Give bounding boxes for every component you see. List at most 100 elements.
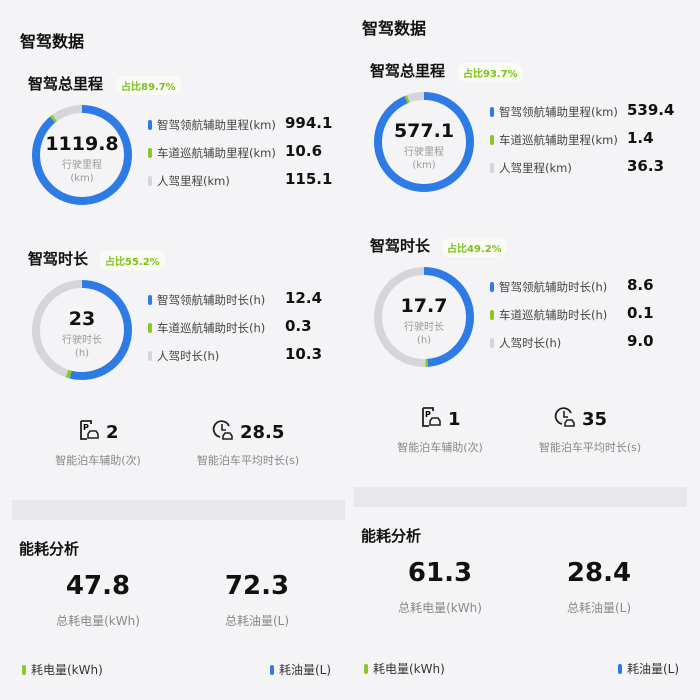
duration-center-unit: (h) (74, 348, 90, 359)
dashboard-panel-1: 智驾数据智驾总里程 占比89.7% 1119.8 行驶里程 (km) 智驾领航辅助… (12, 32, 345, 678)
mileage-legend-item: 智驾领航辅助里程(km) (490, 104, 618, 120)
svg-text:P: P (83, 423, 89, 432)
legend-label: 人驾里程(km) (499, 161, 572, 175)
gray-legend-marker-icon (490, 163, 494, 173)
duration-share-badge: 占比55.2% (100, 251, 165, 270)
mileage-legend-value: 539.4 (627, 101, 675, 119)
mileage-title: 智驾总里程 (370, 62, 446, 80)
duration-donut-ring (32, 280, 132, 380)
duration-legend-item: 智驾领航辅助时长(h) (490, 279, 607, 295)
energy-title: 能耗分析 (19, 540, 80, 558)
electric-total-label: 总耗电量(kWh) (398, 601, 482, 615)
duration-total-value: 17.7 (400, 295, 448, 317)
legend-label: 车道巡航辅助时长(h) (157, 321, 266, 335)
mileage-title: 智驾总里程 (28, 75, 104, 93)
mileage-share-badge: 占比93.7% (458, 63, 523, 82)
duration-legend-value: 10.3 (285, 345, 323, 363)
mileage-share-badge: 占比89.7% (116, 76, 181, 95)
svg-text:P: P (425, 410, 431, 419)
parking-avg-value: 28.5 (240, 422, 285, 443)
parking-count-value: 2 (106, 422, 119, 443)
green-legend-marker-icon (364, 663, 368, 674)
duration-legend-item: 车道巡航辅助时长(h) (490, 307, 607, 323)
mileage-center-label: 行驶里程 (62, 160, 102, 171)
fuel-total-value: 72.3 (224, 571, 290, 601)
legend-label: 智驾领航辅助时长(h) (157, 293, 266, 307)
electric-total-value: 47.8 (65, 571, 131, 601)
panel-title: 智驾数据 (362, 19, 427, 38)
legend-label: 智驾领航辅助时长(h) (499, 280, 608, 294)
duration-legend-value: 8.6 (627, 276, 654, 294)
blue-legend-marker-icon (618, 663, 622, 674)
legend-label: 耗电量(kWh) (31, 663, 103, 677)
mileage-legend-value: 10.6 (285, 142, 323, 160)
mileage-total-value: 577.1 (393, 120, 455, 142)
legend-label: 智驾领航辅助里程(km) (499, 105, 618, 119)
mileage-total-value: 1119.8 (45, 133, 119, 155)
mileage-donut-ring (374, 92, 474, 192)
green-legend-marker-icon (148, 148, 152, 158)
gray-legend-marker-icon (148, 351, 152, 361)
legend-label: 车道巡航辅助里程(km) (157, 146, 276, 160)
green-legend-marker-icon (148, 323, 152, 333)
ring-segment-gray (32, 105, 132, 205)
parking-avg-label: 智能泊车平均时长(s) (538, 441, 642, 454)
panel-title: 智驾数据 (20, 32, 85, 51)
parking-avg-value: 35 (582, 409, 608, 430)
parking-assist-icon: P (420, 406, 442, 433)
ring-segment-gray (374, 92, 474, 192)
blue-legend-marker-icon (148, 295, 152, 305)
green-legend-marker-icon (22, 664, 26, 675)
clock-parking-icon (554, 406, 576, 433)
duration-legend-value: 12.4 (285, 289, 323, 307)
blue-legend-marker-icon (490, 282, 494, 292)
duration-center-label: 行驶时长 (404, 322, 444, 333)
mileage-legend-item: 车道巡航辅助里程(km) (490, 132, 618, 148)
duration-total-value: 23 (68, 308, 96, 330)
duration-legend-value: 0.1 (627, 304, 654, 322)
gray-legend-marker-icon (490, 338, 494, 348)
ring-segment-gray (32, 280, 132, 380)
duration-legend-item: 人驾时长(h) (148, 348, 219, 364)
green-legend-marker-icon (490, 310, 494, 320)
parking-count-label: 智能泊车辅助(次) (397, 441, 483, 454)
electric-legend: 耗电量(kWh) (364, 660, 445, 677)
ring-segment-blue (374, 92, 474, 192)
legend-label: 人驾时长(h) (157, 349, 220, 363)
duration-center-label: 行驶时长 (62, 335, 102, 346)
duration-title: 智驾时长 (28, 250, 89, 268)
gray-legend-marker-icon (148, 176, 152, 186)
legend-label: 智驾领航辅助里程(km) (157, 118, 276, 132)
parking-avg-label: 智能泊车平均时长(s) (196, 454, 300, 467)
fuel-total-label: 总耗油量(L) (566, 601, 632, 615)
fuel-legend: 耗油量(L) (618, 660, 679, 677)
duration-legend-item: 智驾领航辅助时长(h) (148, 292, 265, 308)
dashboard-panel-2: 智驾数据 智驾总里程 占比93.7% 577.1 行驶里程 (km) 智驾领航辅助里… (342, 0, 692, 687)
section-divider (354, 487, 687, 507)
mileage-legend-value: 1.4 (627, 129, 654, 147)
mileage-legend-value: 115.1 (285, 170, 333, 188)
legend-label: 耗油量(L) (279, 663, 332, 677)
blue-legend-marker-icon (270, 664, 274, 675)
duration-legend-item: 人驾时长(h) (490, 335, 561, 351)
green-legend-marker-icon (490, 135, 494, 145)
mileage-donut-ring (32, 105, 132, 205)
fuel-total-value: 28.4 (566, 558, 632, 588)
parking-count-value: 1 (448, 409, 461, 430)
parking-assist-icon: P (78, 419, 100, 446)
legend-label: 车道巡航辅助时长(h) (499, 308, 608, 322)
electric-legend: 耗电量(kWh) (22, 661, 103, 678)
ring-segment-gray (374, 267, 474, 367)
duration-share-badge: 占比49.2% (442, 238, 507, 257)
ring-segment-blue (32, 105, 132, 205)
mileage-legend-item: 人驾里程(km) (490, 160, 572, 176)
fuel-total-label: 总耗油量(L) (224, 614, 290, 628)
energy-title: 能耗分析 (361, 527, 422, 545)
mileage-center-unit: (km) (70, 173, 94, 184)
mileage-legend-item: 智驾领航辅助里程(km) (148, 117, 276, 133)
electric-total-value: 61.3 (407, 558, 473, 588)
duration-legend-value: 0.3 (285, 317, 312, 335)
mileage-legend-value: 36.3 (627, 157, 665, 175)
